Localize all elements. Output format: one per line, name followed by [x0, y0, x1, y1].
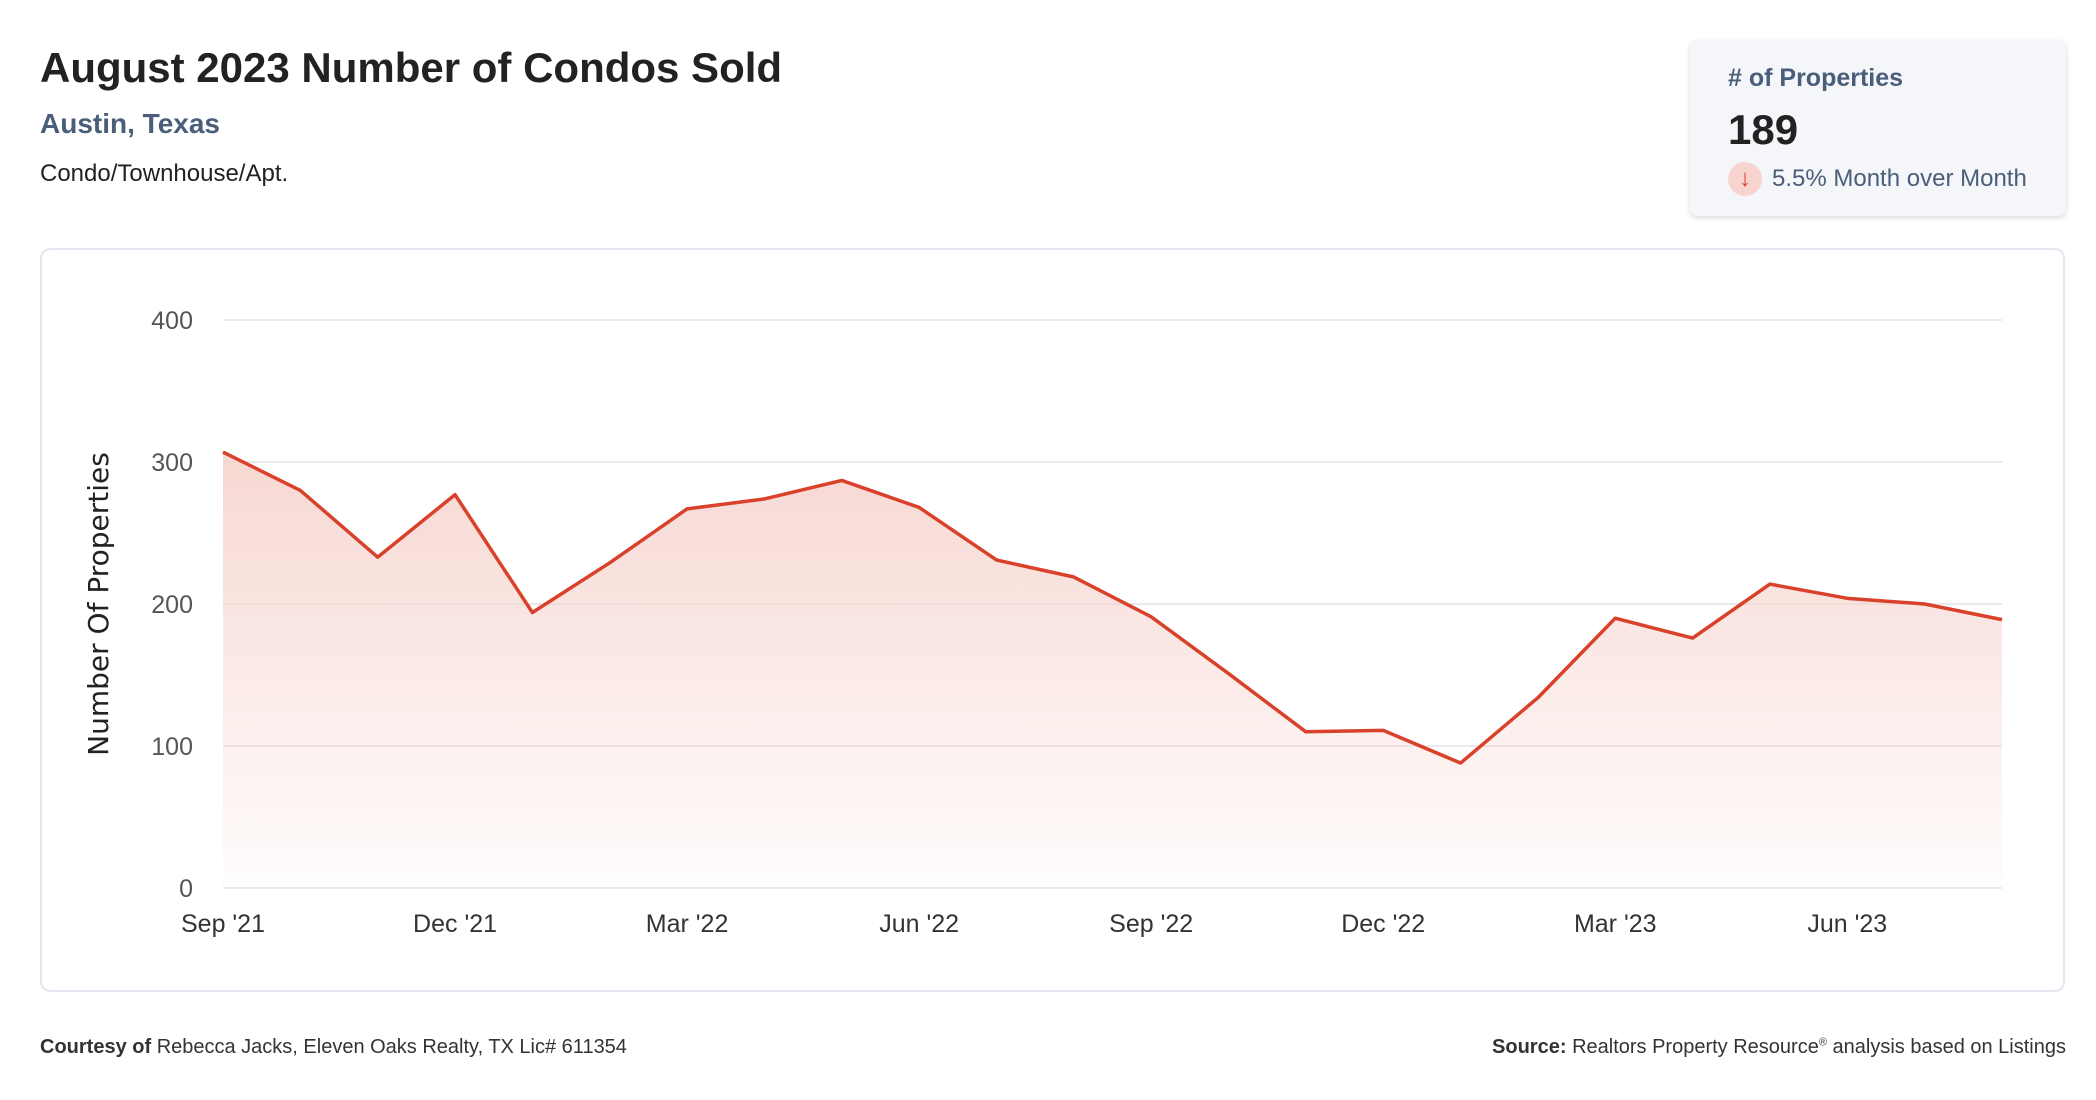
x-tick-label: Mar '23 [1574, 910, 1657, 938]
card-value: 189 [1728, 106, 1799, 153]
x-tick-label: Mar '22 [646, 910, 729, 938]
courtesy-text: Rebecca Jacks, Eleven Oaks Realty, TX Li… [156, 1036, 627, 1058]
source-footer: Source: Realtors Property Resource® anal… [1492, 1036, 2066, 1059]
page-title: August 2023 Number of Condos Sold [40, 44, 783, 91]
change-text: 5.5% Month over Month [1772, 165, 2027, 192]
arrow-down-icon: ↓ [1728, 162, 1762, 196]
source-suffix: analysis based on Listings [1826, 1036, 2067, 1058]
x-tick-label: Dec '21 [413, 910, 497, 938]
x-tick-label: Sep '21 [181, 910, 265, 938]
courtesy-footer: Courtesy of Rebecca Jacks, Eleven Oaks R… [40, 1036, 627, 1059]
y-tick-label: 0 [179, 875, 193, 903]
y-tick-label: 300 [151, 449, 193, 477]
location-subtitle: Austin, Texas [40, 108, 220, 139]
y-axis-label: Number Of Properties [82, 452, 115, 756]
area-fill [223, 452, 2002, 888]
x-tick-label: Jun '22 [879, 910, 959, 938]
x-tick-label: Jun '23 [1807, 910, 1887, 938]
registered-mark: ® [1818, 1036, 1827, 1049]
x-tick-label: Sep '22 [1109, 910, 1193, 938]
source-text: Realtors Property Resource [1572, 1036, 1819, 1058]
y-tick-label: 400 [151, 307, 193, 335]
series-line [222, 450, 2003, 765]
card-label: # of Properties [1728, 64, 1904, 92]
y-tick-label: 100 [151, 733, 193, 761]
property-type: Condo/Townhouse/Apt. [40, 160, 289, 187]
summary-card: # of Properties 189 ↓ 5.5% Month over Mo… [1690, 40, 2066, 216]
chart-container [40, 248, 2065, 992]
x-tick-label: Dec '22 [1341, 910, 1425, 938]
source-label: Source: [1492, 1036, 1567, 1058]
courtesy-label: Courtesy of [40, 1036, 152, 1058]
y-tick-label: 200 [151, 591, 193, 619]
card-change: ↓ 5.5% Month over Month [1728, 162, 2027, 196]
